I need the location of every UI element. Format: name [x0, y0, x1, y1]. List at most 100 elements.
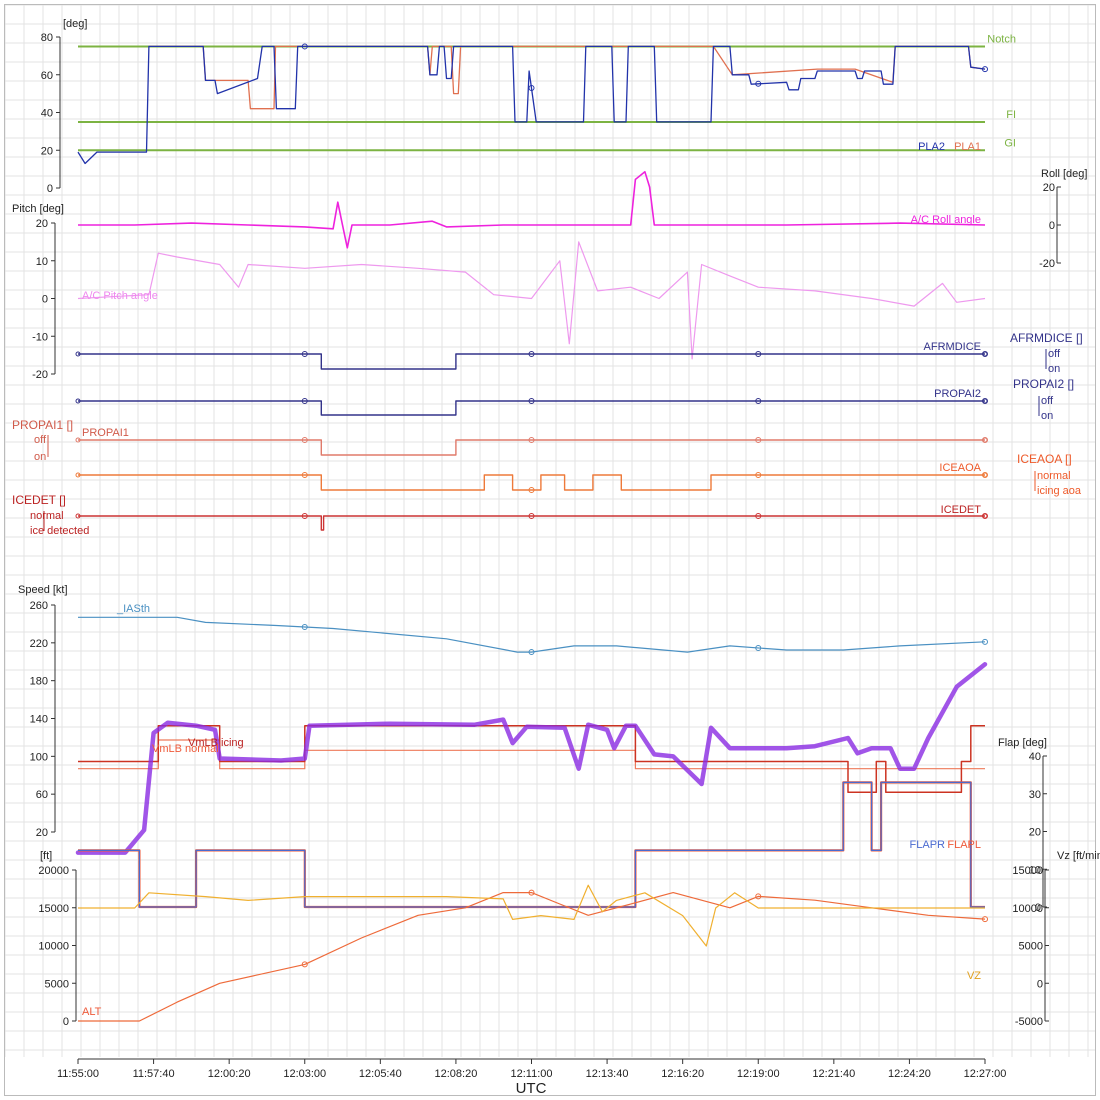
propai1-marker: [528, 437, 535, 443]
legend-pla2: PLA2: [918, 141, 945, 153]
propai2-marker: [755, 398, 762, 404]
pla-y-axis-label: [deg]: [63, 18, 87, 30]
series-propai1: [78, 439, 985, 456]
afrmdice-start-marker: [75, 351, 81, 357]
vz-right-tick-label: 5000: [1019, 941, 1043, 953]
x-tick-label: 12:21:40: [812, 1068, 855, 1080]
iceaoa-state-0: normal: [1037, 470, 1071, 482]
afrmdice-state-0: off: [1048, 348, 1061, 360]
iceaoa-marker: [301, 472, 308, 478]
vz-right-axis-label: Vz [ft/min]: [1057, 850, 1100, 862]
propai1-marker: [301, 437, 308, 443]
x-tick-label: 12:24:20: [888, 1068, 931, 1080]
x-tick-label: 12:13:40: [586, 1068, 629, 1080]
x-tick-label: 12:08:20: [435, 1068, 478, 1080]
iceaoa-marker: [755, 472, 762, 478]
grid-lines: [4, 4, 1095, 1057]
flap-right-tick-label: 40: [1029, 751, 1041, 763]
legend-pla1: PLA1: [954, 141, 981, 153]
attitude-y-tick-label: -20: [32, 369, 48, 381]
series-pitch: [77, 241, 986, 360]
speed-y-axis-label: Speed [kt]: [18, 584, 68, 596]
speed-y-tick-label: 140: [30, 714, 48, 726]
speed-y-tick-label: 260: [30, 600, 48, 612]
iasth-marker: [982, 638, 988, 645]
axis-title-propai1: PROPAI1 []: [12, 418, 73, 432]
series-icedet: [78, 515, 985, 531]
afrmdice-state-1: on: [1048, 363, 1060, 375]
iasth-marker: [301, 623, 308, 630]
x-tick-label: 12:03:00: [283, 1068, 326, 1080]
flap-right-tick-label: 10: [1029, 864, 1041, 876]
flap-right-tick-label: 20: [1029, 827, 1041, 839]
series-alt: [78, 892, 986, 1022]
iceaoa-start-marker: [75, 472, 81, 478]
attitude-y-tick-label: 0: [42, 294, 48, 306]
pla-y-tick-label: 80: [41, 32, 53, 44]
pla2-marker: [755, 80, 762, 87]
pla2-marker: [528, 84, 535, 91]
flap-right-tick-label: 30: [1029, 789, 1041, 801]
vz-right-tick-label: 0: [1037, 978, 1043, 990]
altitude-y-tick-label: 0: [63, 1016, 69, 1028]
propai2-marker: [528, 398, 535, 404]
afrmdice-end-marker: [982, 351, 988, 357]
afrmdice-marker: [528, 351, 535, 357]
propai1-end-marker: [982, 437, 988, 443]
propai1-state-1: on: [34, 451, 46, 463]
label-propai2: PROPAI2: [934, 388, 981, 400]
speed-y-tick-label: 60: [36, 789, 48, 801]
attitude-y-tick-label: 20: [36, 218, 48, 230]
afrmdice-marker: [301, 351, 308, 357]
icedet-start-marker: [75, 513, 81, 519]
legend-vmlb-normal: VmLB normal: [152, 743, 219, 755]
series-flapr: [78, 781, 985, 908]
legend-roll: A/C Roll angle: [911, 214, 981, 226]
legend-pitch: A/C Pitch angle: [82, 290, 158, 302]
series-vmlb-icing: [78, 724, 985, 793]
alt-marker: [982, 916, 988, 923]
attitude-y-tick-label: 10: [36, 256, 48, 268]
axis-title-icedet: ICEDET []: [12, 493, 66, 507]
x-tick-label: 12:27:00: [964, 1068, 1007, 1080]
propai2-start-marker: [75, 398, 81, 404]
altitude-y-tick-label: 20000: [38, 865, 69, 877]
legend-vz: VZ: [967, 970, 981, 982]
legend-flapl: FLAPL: [947, 839, 981, 851]
series-iasth: [78, 616, 986, 653]
propai1-start-marker: [75, 437, 81, 443]
pla-y-tick-label: 20: [41, 145, 53, 157]
label-propai1: PROPAI1: [82, 427, 129, 439]
x-tick-label: 12:00:20: [208, 1068, 251, 1080]
roll-right-tick-label: 20: [1043, 182, 1055, 194]
outer-border: [4, 4, 1096, 1096]
legend-alt: ALT: [82, 1006, 102, 1018]
legend-iasth: _IASth: [116, 603, 150, 615]
altitude-y-tick-label: 5000: [45, 978, 69, 990]
ref-label-fi: FI: [1006, 109, 1016, 121]
icedet-marker: [755, 513, 762, 519]
speed-y-tick-label: 180: [30, 676, 48, 688]
flap-right-axis-label: Flap [deg]: [998, 737, 1047, 749]
x-tick-label: 12:11:00: [510, 1068, 552, 1080]
series-layer: [75, 43, 988, 1022]
icedet-marker: [301, 513, 308, 519]
ref-label-gi: GI: [1004, 137, 1016, 149]
series-ias: [75, 662, 988, 855]
axis-title-iceaoa: ICEAOA []: [1017, 452, 1072, 466]
pla-y-tick-label: 40: [41, 108, 53, 120]
propai2-end-marker: [982, 398, 988, 404]
series-propai2: [78, 400, 985, 416]
iasth-marker: [755, 644, 762, 651]
speed-y-tick-label: 20: [36, 827, 48, 839]
afrmdice-marker: [755, 351, 762, 357]
legend-vmlb-icing: VmLB icing: [188, 737, 244, 749]
ref-label-notch: Notch: [987, 33, 1016, 45]
x-tick-label: 11:57:40: [133, 1068, 175, 1080]
propai2-state-0: off: [1041, 395, 1054, 407]
label-afrmdice: AFRMDICE: [924, 341, 981, 353]
flap-right-tick-label: 0: [1035, 902, 1041, 914]
alt-marker: [301, 961, 308, 968]
iceaoa-end-marker: [982, 472, 988, 478]
